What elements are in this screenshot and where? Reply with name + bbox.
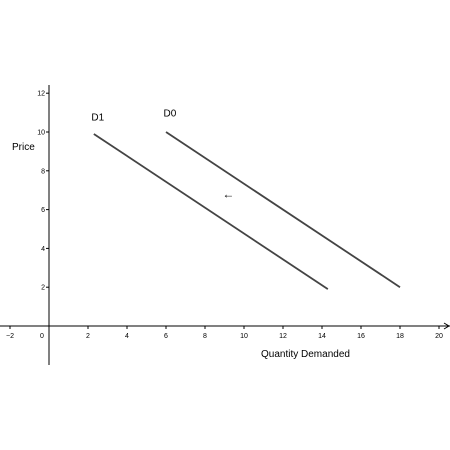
x-tick-label: −2 — [6, 333, 14, 340]
y-tick-label: 8 — [41, 168, 45, 175]
y-tick-label: 10 — [37, 130, 45, 137]
x-tick-label: 14 — [318, 333, 326, 340]
curve-label-d1: D1 — [91, 112, 104, 123]
annotation-layer: D1 D0 ← — [91, 108, 234, 200]
x-tick-label: 18 — [396, 333, 404, 340]
x-tick-label: 6 — [164, 333, 168, 340]
y-tick-label: 6 — [41, 207, 45, 214]
curve-label-d0: D0 — [164, 108, 177, 119]
x-tick-label: 2 — [86, 333, 90, 340]
series-layer — [93, 131, 401, 290]
y-ticks: 2 4 6 8 10 12 — [37, 91, 49, 292]
y-tick-label: 12 — [37, 91, 45, 98]
x-tick-label: 10 — [240, 333, 248, 340]
shift-arrow-icon: ← — [222, 187, 234, 201]
demand-line-d1 — [93, 133, 329, 290]
x-tick-label: 20 — [435, 333, 443, 340]
x-tick-label: 12 — [279, 333, 287, 340]
x-tick-label: 8 — [203, 333, 207, 340]
y-axis-title: Price — [12, 142, 35, 153]
y-tick-label: 2 — [41, 285, 45, 292]
x-ticks: −2 0 2 4 6 8 10 12 14 16 18 20 — [6, 326, 443, 340]
x-tick-label: 0 — [40, 333, 44, 340]
axes — [0, 85, 450, 365]
x-axis-title: Quantity Demanded — [261, 349, 350, 360]
demand-line-d0 — [165, 131, 401, 288]
y-tick-label: 4 — [41, 246, 45, 253]
x-tick-label: 4 — [125, 333, 129, 340]
x-tick-label: 16 — [357, 333, 365, 340]
x-axis-arrowhead — [443, 322, 450, 330]
